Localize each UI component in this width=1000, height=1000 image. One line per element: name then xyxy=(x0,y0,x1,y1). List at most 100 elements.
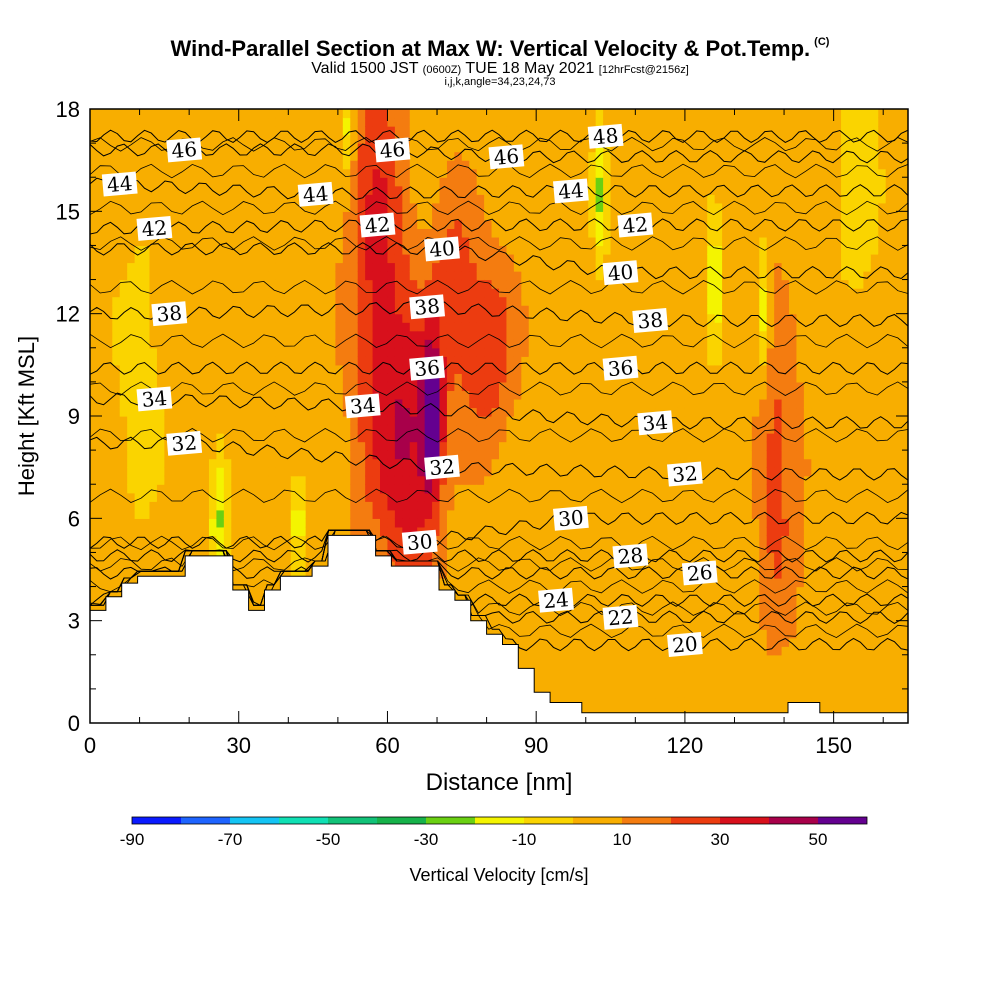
heat-cell xyxy=(432,288,441,298)
heat-cell xyxy=(588,441,597,451)
heat-cell xyxy=(565,253,574,264)
heat-cell xyxy=(327,347,336,357)
heat-cell xyxy=(394,253,403,264)
heat-cell xyxy=(194,339,203,349)
heat-cell xyxy=(484,117,493,127)
heat-cell xyxy=(156,347,165,357)
heat-cell xyxy=(580,288,589,298)
heat-cell xyxy=(208,151,218,161)
heat-cell xyxy=(194,109,203,119)
heat-cell xyxy=(513,603,522,613)
heat-cell xyxy=(283,143,292,153)
heat-cell xyxy=(469,134,478,144)
heat-cell xyxy=(439,271,448,281)
heat-cell xyxy=(246,279,255,289)
heat-cell xyxy=(573,475,582,485)
heat-cell xyxy=(327,509,336,519)
heat-cell xyxy=(275,126,284,136)
heat-cell xyxy=(164,467,173,477)
heat-cell xyxy=(283,313,292,323)
heat-cell xyxy=(194,356,203,366)
heat-cell xyxy=(595,177,604,187)
heat-cell xyxy=(335,143,344,153)
heat-cell xyxy=(238,330,247,340)
heat-cell xyxy=(201,211,210,221)
heat-cell xyxy=(112,416,121,426)
heat-cell xyxy=(558,262,567,272)
heat-cell xyxy=(446,484,455,494)
heat-cell xyxy=(246,134,255,144)
heat-cell xyxy=(543,578,552,588)
heat-cell xyxy=(97,356,106,366)
heat-cell xyxy=(365,117,374,127)
heat-cell xyxy=(484,450,493,460)
heat-cell xyxy=(558,416,567,426)
heat-cell xyxy=(588,322,597,332)
heat-cell xyxy=(149,433,158,443)
heat-cell xyxy=(394,390,403,400)
heat-cell xyxy=(424,330,433,340)
heat-cell xyxy=(149,271,158,281)
heat-cell xyxy=(90,322,99,332)
heat-cell xyxy=(90,202,99,212)
heat-cell xyxy=(528,535,537,545)
heat-cell xyxy=(134,126,143,136)
heat-cell xyxy=(469,586,478,596)
heat-cell xyxy=(409,228,418,238)
heat-cell xyxy=(194,475,203,485)
heat-cell xyxy=(171,271,180,281)
heat-cell xyxy=(595,458,604,468)
heat-cell xyxy=(179,569,188,579)
heat-cell xyxy=(127,552,136,562)
heat-cell xyxy=(313,219,322,229)
heat-cell xyxy=(298,441,307,451)
heat-cell xyxy=(446,407,455,417)
heat-cell xyxy=(313,262,322,272)
heat-cell xyxy=(246,194,255,204)
heat-cell xyxy=(283,228,292,238)
heat-cell xyxy=(127,347,136,357)
heat-cell xyxy=(365,151,374,161)
heat-cell xyxy=(127,492,136,502)
heat-cell xyxy=(454,330,463,340)
heat-cell xyxy=(275,407,284,417)
heat-cell xyxy=(595,578,604,588)
heat-cell xyxy=(461,526,470,536)
heat-cell xyxy=(387,407,396,417)
heat-cell xyxy=(186,339,195,349)
heat-cell xyxy=(409,211,418,221)
heat-cell xyxy=(521,296,530,306)
heat-cell xyxy=(208,134,218,144)
heat-cell xyxy=(491,526,500,536)
heat-cell xyxy=(417,126,426,136)
heat-cell xyxy=(402,271,411,281)
heat-cell xyxy=(424,398,433,409)
heat-cell xyxy=(127,526,136,536)
heat-cell xyxy=(491,629,500,639)
heat-cell xyxy=(439,347,448,357)
heat-cell xyxy=(104,381,113,392)
heat-cell xyxy=(446,560,455,571)
heat-cell xyxy=(357,168,366,178)
heat-cell xyxy=(298,236,307,247)
heat-cell xyxy=(499,177,508,187)
heat-cell xyxy=(231,279,240,289)
heat-cell xyxy=(179,424,188,434)
heat-cell xyxy=(536,526,545,536)
heat-cell xyxy=(238,560,247,571)
heat-cell xyxy=(305,330,314,340)
heat-cell xyxy=(194,211,203,221)
heat-cell xyxy=(432,117,441,127)
heat-cell xyxy=(350,194,359,204)
heat-cell xyxy=(588,219,597,229)
heat-cell xyxy=(290,228,299,238)
heat-cell xyxy=(551,612,560,622)
heat-cell xyxy=(231,228,240,238)
heat-cell xyxy=(409,501,418,511)
heat-cell xyxy=(97,271,106,281)
heat-cell xyxy=(499,441,508,451)
heat-cell xyxy=(565,441,574,451)
heat-cell xyxy=(372,185,381,195)
heat-cell xyxy=(97,467,106,477)
heat-cell xyxy=(201,501,210,511)
